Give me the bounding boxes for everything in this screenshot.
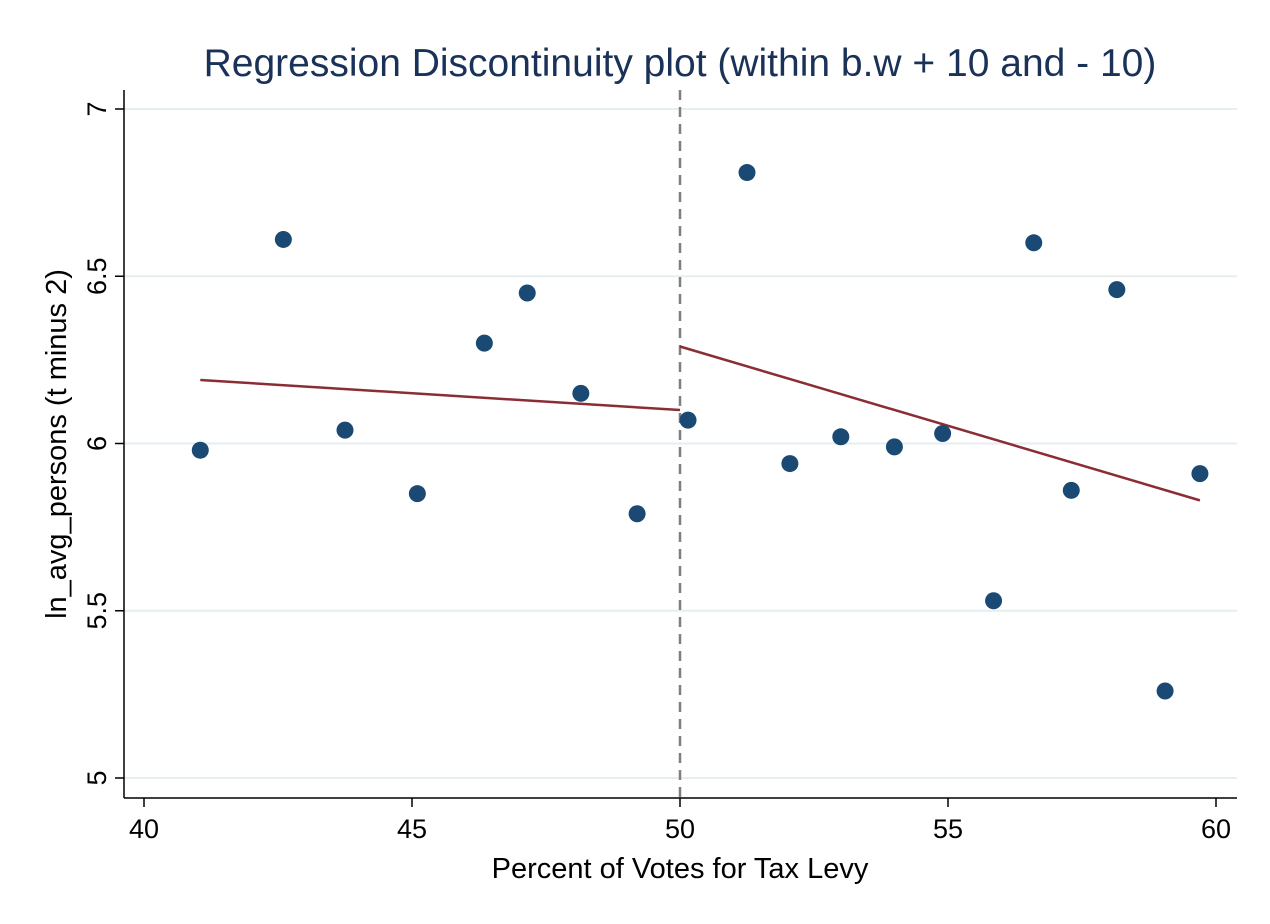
data-point [1062, 481, 1080, 499]
data-points [191, 164, 1209, 700]
axes: 5 5.5 6 6.5 7 40 45 50 55 60 [82, 90, 1237, 844]
data-point [1025, 234, 1043, 252]
data-point [475, 334, 493, 352]
fit-line-left [200, 378, 681, 412]
x-tick-label: 55 [933, 814, 963, 844]
y-tick-label: 5.5 [82, 592, 112, 630]
data-point [336, 421, 354, 439]
x-tick-label: 60 [1201, 814, 1231, 844]
data-point [572, 384, 590, 402]
chart-title: Regression Discontinuity plot (within b.… [204, 42, 1157, 85]
data-point [274, 230, 292, 248]
y-tick-label: 5 [82, 770, 112, 785]
data-point [1191, 465, 1209, 483]
x-tick-label: 40 [129, 814, 159, 844]
data-point [985, 592, 1003, 610]
x-tick-label: 50 [665, 814, 695, 844]
data-point [1156, 682, 1174, 700]
data-point [518, 284, 536, 302]
x-tick-label: 45 [397, 814, 427, 844]
fit-lines [200, 345, 1201, 502]
data-point [885, 438, 903, 456]
y-axis-label: ln_avg_persons (t minus 2) [41, 269, 73, 619]
y-tick-label: 6 [82, 436, 112, 451]
data-point [1108, 281, 1126, 299]
data-point [408, 485, 426, 503]
fit-line-right [679, 345, 1201, 502]
data-point [628, 505, 646, 523]
data-point [781, 455, 799, 473]
x-axis-label: Percent of Votes for Tax Levy [492, 853, 869, 885]
data-point [679, 411, 697, 429]
data-point [934, 424, 952, 442]
data-point [832, 428, 850, 446]
y-tick-label: 6.5 [82, 257, 112, 295]
data-point [191, 441, 209, 459]
data-point [738, 164, 756, 182]
y-tick-label: 7 [82, 101, 112, 116]
